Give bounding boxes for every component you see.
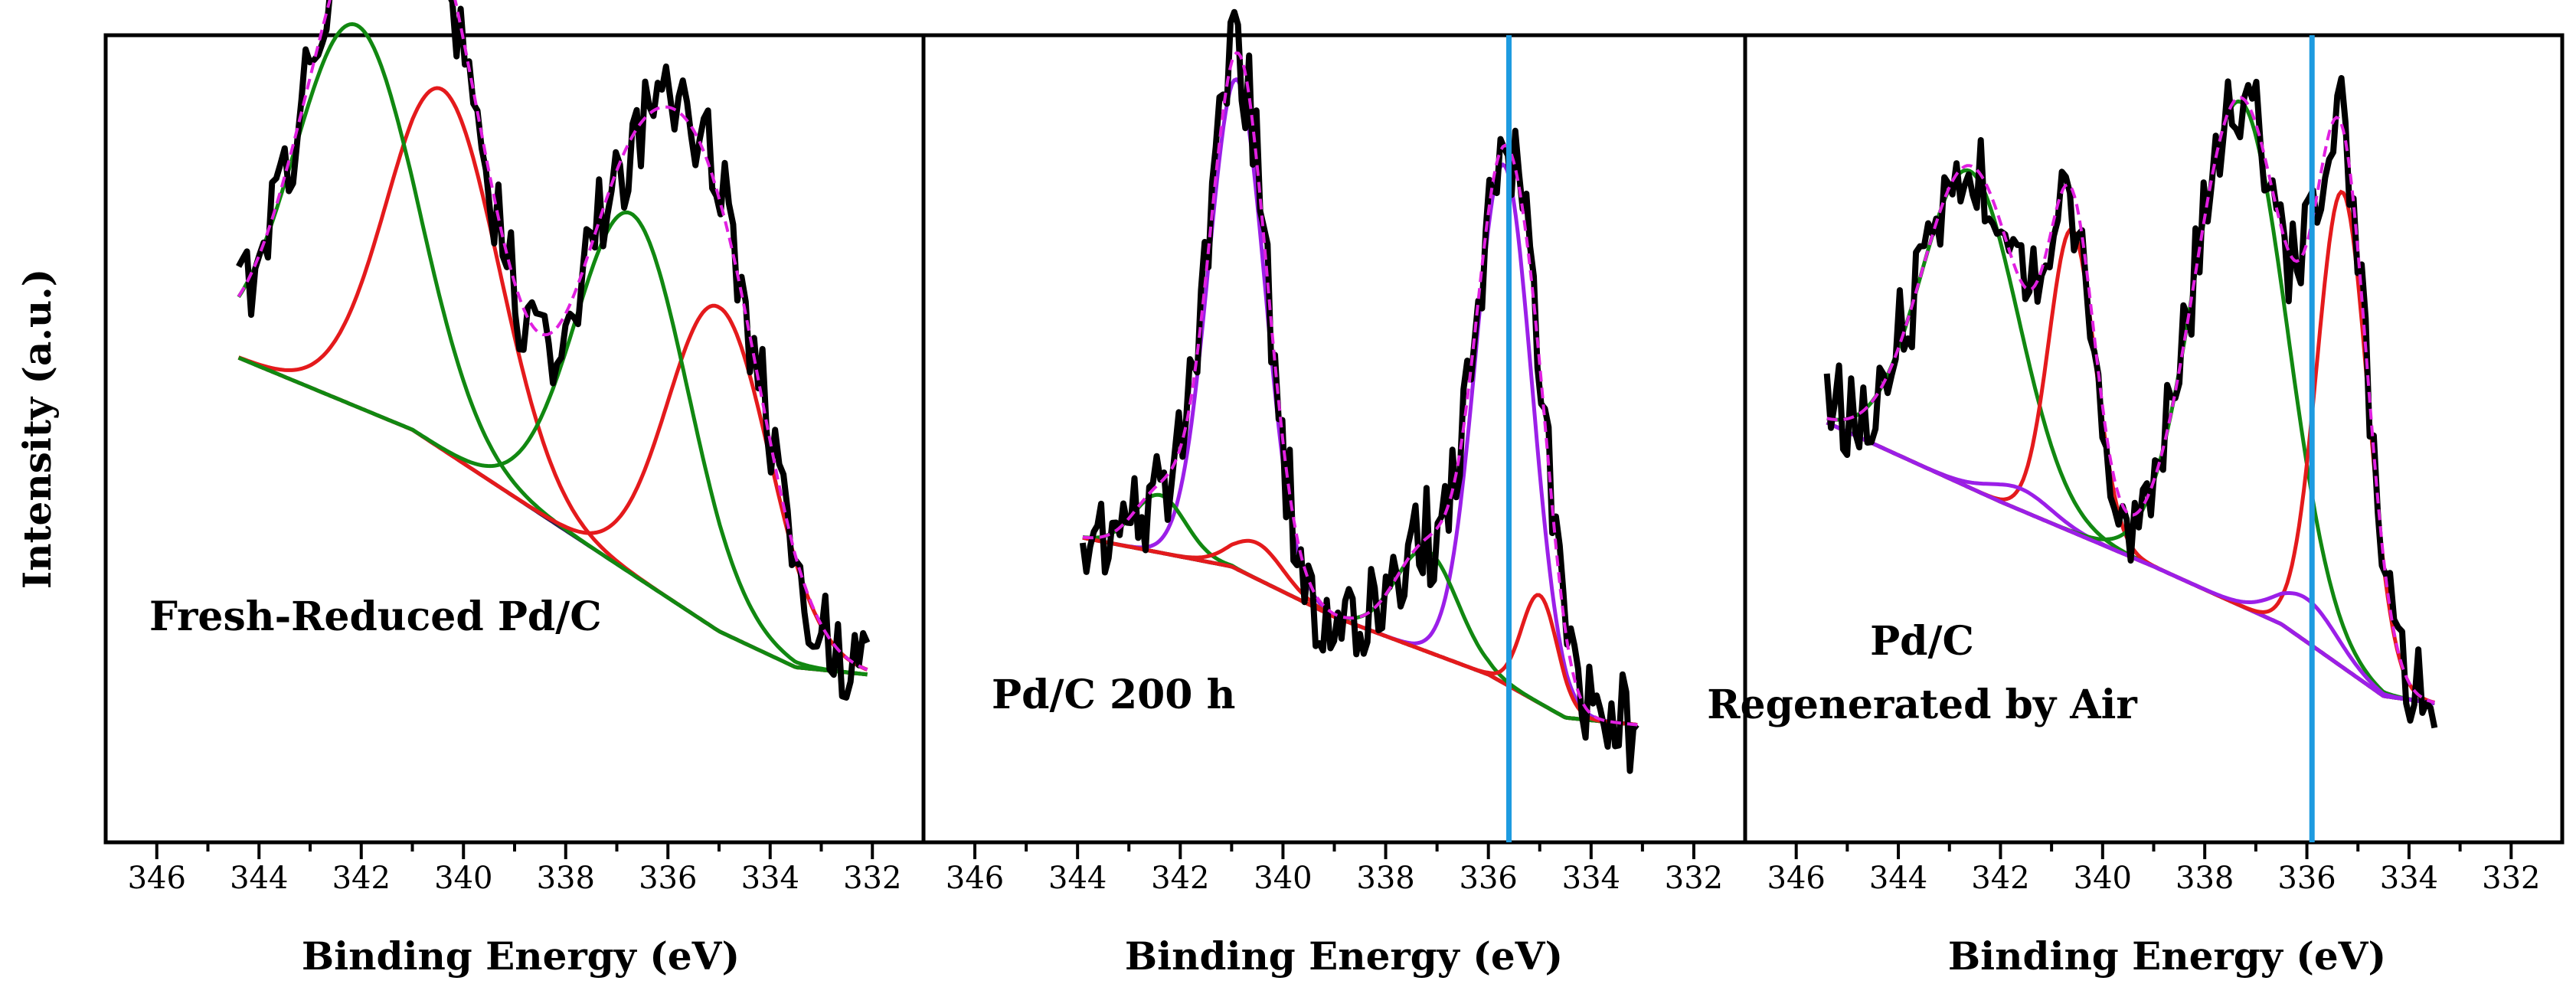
component-peak-green (237, 210, 868, 677)
panel-label: Regenerated by Air (1707, 682, 2137, 728)
x-tick-label: 338 (2176, 861, 2234, 896)
x-tick-label: 336 (639, 861, 697, 896)
x-tick-label: 342 (1151, 861, 1209, 896)
x-axis-title: Binding Energy (eV) (302, 933, 740, 979)
x-tick-label: 334 (1562, 861, 1620, 896)
fit-envelope (1082, 51, 1638, 727)
x-tick-label: 340 (434, 861, 492, 896)
x-tick-label: 334 (2380, 861, 2438, 896)
x-tick-label: 344 (1048, 861, 1107, 896)
x-axis-title: Binding Energy (eV) (1948, 933, 2386, 979)
x-tick-label: 344 (230, 861, 288, 896)
panel-label: Pd/C (1870, 618, 1974, 665)
x-tick-label: 334 (741, 861, 799, 896)
panel-regenerated: 346 344 342 340 338 336 334 332 Binding … (1707, 33, 2565, 979)
component-peak-red (1082, 535, 1638, 727)
panel-2-plot-area (1743, 33, 2565, 859)
x-tick-label: 344 (1869, 861, 1927, 896)
panel-label: Fresh-Reduced Pd/C (149, 593, 602, 640)
x-tick-label: 346 (946, 861, 1004, 896)
panel-fresh-reduced: 346 344 342 340 338 336 334 332 Binding … (103, 0, 926, 979)
panel-200h: 346 344 342 340 338 336 334 332 Binding … (921, 8, 1747, 979)
x-tick-label: 346 (1767, 861, 1826, 896)
panel-label: Pd/C 200 h (992, 672, 1235, 718)
panel-0-plot-area (103, 0, 926, 859)
x-tick-label: 336 (2277, 861, 2336, 896)
raw-spectrum (236, 0, 871, 701)
x-tick-label: 332 (2482, 861, 2540, 896)
x-tick-label: 340 (1254, 861, 1312, 896)
x-tick-label: 340 (2074, 861, 2132, 896)
x-tick-label: 336 (1460, 861, 1518, 896)
raw-spectrum (1823, 75, 2438, 729)
x-tick-label: 332 (1665, 861, 1723, 896)
y-axis-title: Intensity (a.u.) (15, 269, 60, 590)
x-tick-label: 332 (843, 861, 901, 896)
x-tick-label: 338 (1356, 861, 1414, 896)
x-axis-title: Binding Energy (eV) (1125, 933, 1563, 979)
fit-envelope (1826, 96, 2435, 704)
x-tick-label: 342 (1971, 861, 2029, 896)
x-tick-label: 342 (332, 861, 391, 896)
x-tick-label: 338 (537, 861, 595, 896)
x-tick-label: 346 (128, 861, 186, 896)
